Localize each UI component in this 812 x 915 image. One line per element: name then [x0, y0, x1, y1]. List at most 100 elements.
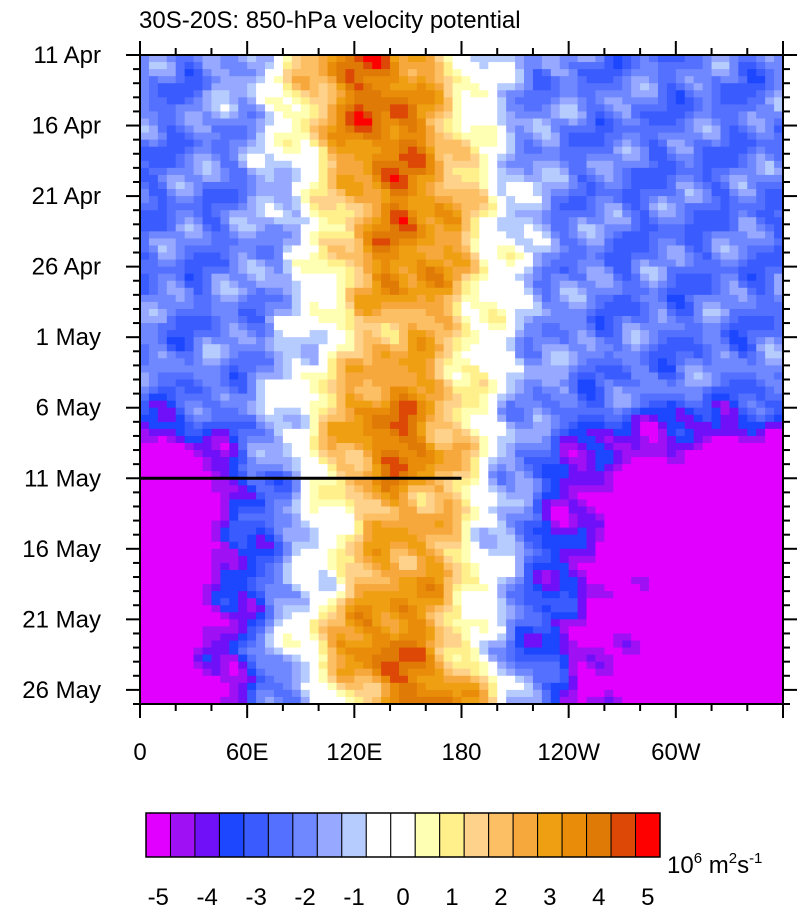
field-cell	[532, 435, 543, 444]
field-cell	[309, 111, 320, 120]
field-cell	[568, 280, 579, 289]
field-cell	[166, 499, 177, 508]
field-cell	[550, 464, 561, 472]
field-cell	[202, 365, 213, 374]
field-cell	[443, 245, 454, 254]
field-cell	[524, 146, 534, 155]
field-cell	[452, 90, 463, 98]
field-cell	[416, 386, 427, 395]
field-cell	[550, 308, 561, 317]
field-cell	[336, 160, 346, 169]
field-cell	[774, 287, 783, 296]
field-cell	[140, 252, 150, 261]
field-cell	[711, 400, 722, 409]
field-cell	[175, 62, 186, 70]
field-cell	[640, 393, 650, 402]
field-cell	[756, 400, 766, 409]
field-cell	[398, 139, 409, 148]
field-cell	[640, 301, 650, 310]
field-cell	[711, 499, 722, 508]
field-cell	[515, 485, 525, 493]
field-cell	[568, 358, 579, 366]
field-cell	[479, 527, 489, 536]
field-cell	[157, 323, 168, 331]
field-cell	[407, 97, 418, 105]
field-cell	[675, 111, 686, 120]
field-cell	[506, 316, 516, 324]
field-cell	[381, 414, 391, 423]
field-cell	[774, 414, 783, 423]
field-cell	[443, 252, 454, 261]
field-cell	[702, 428, 713, 437]
field-cell	[300, 316, 311, 324]
field-cell	[202, 231, 213, 240]
field-cell	[657, 146, 668, 155]
field-cell	[559, 238, 570, 247]
field-cell	[747, 196, 757, 204]
field-cell	[586, 210, 597, 218]
field-cell	[747, 125, 757, 134]
field-cell	[265, 450, 275, 458]
field-cell	[273, 344, 284, 352]
field-cell	[649, 245, 659, 254]
field-cell	[247, 224, 257, 232]
field-cell	[649, 76, 659, 84]
field-cell	[675, 506, 686, 515]
field-cell	[193, 62, 204, 70]
field-cell	[747, 294, 757, 303]
field-cell	[140, 231, 150, 240]
field-cell	[247, 471, 257, 479]
field-cell	[729, 471, 739, 479]
field-cell	[300, 407, 311, 416]
field-cell	[729, 111, 739, 120]
field-cell	[140, 301, 150, 310]
field-cell	[372, 231, 382, 240]
field-cell	[184, 273, 195, 282]
field-cell	[506, 308, 516, 317]
field-cell	[488, 111, 498, 120]
field-cell	[649, 372, 659, 381]
field-cell	[238, 534, 248, 543]
field-cell	[541, 118, 552, 127]
field-cell	[515, 231, 525, 240]
field-cell	[220, 231, 230, 240]
field-cell	[211, 273, 221, 282]
field-cell	[765, 520, 775, 529]
field-cell	[756, 97, 766, 105]
field-cell	[524, 316, 534, 324]
field-cell	[586, 245, 597, 254]
field-cell	[559, 146, 570, 155]
field-cell	[693, 414, 704, 423]
field-cell	[247, 287, 257, 296]
field-cell	[140, 407, 150, 416]
field-cell	[506, 457, 516, 465]
field-cell	[675, 266, 686, 275]
field-cell	[532, 104, 543, 113]
field-cell	[211, 174, 221, 183]
field-cell	[211, 224, 221, 232]
field-cell	[738, 210, 748, 218]
field-cell	[166, 217, 177, 225]
field-cell	[684, 358, 695, 366]
field-cell	[675, 471, 686, 479]
field-cell	[774, 478, 783, 486]
field-cell	[497, 407, 507, 416]
field-cell	[738, 301, 748, 310]
field-cell	[604, 167, 614, 176]
field-cell	[479, 499, 489, 508]
field-cell	[506, 365, 516, 374]
field-cell	[148, 485, 159, 493]
field-cell	[765, 358, 775, 366]
field-cell	[381, 393, 391, 402]
field-cell	[506, 146, 516, 155]
field-cell	[470, 139, 480, 148]
field-cell	[684, 83, 695, 91]
field-cell	[747, 97, 757, 105]
field-cell	[479, 457, 489, 465]
field-cell	[524, 485, 534, 493]
field-cell	[372, 541, 382, 550]
field-cell	[559, 245, 570, 254]
field-cell	[613, 520, 623, 529]
contour-field	[140, 55, 783, 704]
field-cell	[774, 358, 783, 366]
